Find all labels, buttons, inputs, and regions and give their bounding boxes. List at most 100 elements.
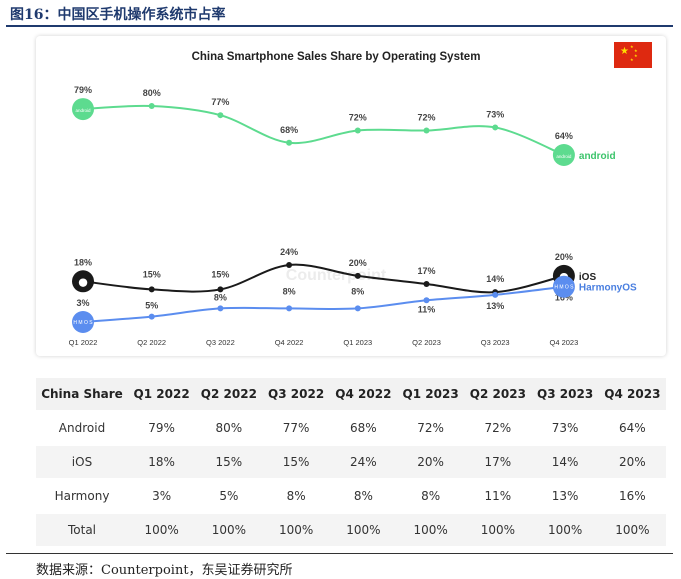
os-share-line-chart: China Smartphone Sales Share by Operatin… xyxy=(69,42,652,347)
x-tick-label: Q2 2023 xyxy=(412,338,441,347)
harmony-data-label: 13% xyxy=(486,301,504,311)
harmony-series-line xyxy=(82,285,565,323)
table-row: Total 100% 100% 100% 100% 100% 100% 100% 100% xyxy=(36,513,666,548)
table-cell: 100% xyxy=(397,513,465,548)
table-row: Harmony 3% 5% 8% 8% 8% 11% 13% 16% xyxy=(36,479,666,514)
table-row: Android 79% 80% 77% 68% 72% 72% 73% 64% xyxy=(36,411,666,446)
table-column-header: Q4 2022 xyxy=(329,378,397,412)
x-tick-label: Q1 2022 xyxy=(69,338,98,347)
apple-badge-icon xyxy=(72,270,94,293)
table-row-label: Harmony xyxy=(36,479,128,514)
table-column-header: Q4 2023 xyxy=(598,378,666,412)
ios-data-label: 18% xyxy=(74,257,92,267)
harmony-data-point xyxy=(286,305,293,312)
table-cell: 72% xyxy=(397,411,465,446)
x-tick-label: Q3 2023 xyxy=(481,338,510,347)
table-cell: 8% xyxy=(329,479,397,514)
table-column-header: Q1 2022 xyxy=(128,378,196,412)
table-cell: 11% xyxy=(464,479,532,514)
table-column-header: Q3 2022 xyxy=(262,378,330,412)
harmony-end-label: HarmonyOS xyxy=(579,283,637,294)
harmony-data-point xyxy=(148,313,155,320)
figure-title: 图16：中国区手机操作系统市占率 xyxy=(10,7,226,23)
android-data-label: 79% xyxy=(74,85,92,95)
ios-series-line xyxy=(82,263,565,294)
x-tick-label: Q4 2023 xyxy=(550,338,579,347)
android-badge-icon xyxy=(72,98,94,121)
android-data-label: 68% xyxy=(280,125,298,135)
table-header-row: China Share Q1 2022 Q2 2022 Q3 2022 Q4 2022 Q… xyxy=(36,378,666,412)
table-cell: 18% xyxy=(128,445,196,480)
android-data-label: 77% xyxy=(211,97,229,107)
watermark-text: Counterpoint xyxy=(286,267,387,284)
table-cell: 15% xyxy=(262,445,330,480)
ios-data-label: 17% xyxy=(417,266,435,276)
table-cell: 100% xyxy=(262,513,330,548)
table-cell: 14% xyxy=(531,445,599,480)
harmony-data-label: 8% xyxy=(214,292,227,302)
android-end-label: android xyxy=(579,151,616,162)
table-cell: 8% xyxy=(397,479,465,514)
ios-data-point xyxy=(148,286,155,293)
table-cell: 73% xyxy=(531,411,599,446)
table-cell: 13% xyxy=(531,479,599,514)
ios-data-label: 20% xyxy=(349,258,367,268)
table-cell: 77% xyxy=(262,411,330,446)
harmonyos-badge-text: H M O S xyxy=(73,320,93,326)
harmonyos-badge-text: H M O S xyxy=(554,285,574,291)
table-cell: 79% xyxy=(128,411,196,446)
android-data-point xyxy=(217,112,224,119)
android-data-label: 72% xyxy=(417,113,435,123)
table-cell: 100% xyxy=(531,513,599,548)
android-data-point xyxy=(286,139,293,146)
harmonyos-badge-icon xyxy=(552,275,575,298)
table-cell: 68% xyxy=(329,411,397,446)
source-note: 数据来源：Counterpoint，东吴证券研究所 xyxy=(36,563,293,578)
flag-star-icon: ★ xyxy=(634,53,638,58)
table-cell: 64% xyxy=(598,411,666,446)
flag-star-icon: ★ xyxy=(620,46,629,57)
harmony-data-label: 8% xyxy=(283,286,296,296)
android-data-label: 80% xyxy=(143,88,161,98)
table-cell: 72% xyxy=(464,411,532,446)
android-data-label: 72% xyxy=(349,113,367,123)
android-data-label: 64% xyxy=(555,131,573,141)
android-data-point xyxy=(423,127,430,134)
harmony-data-point xyxy=(492,291,499,298)
x-tick-label: Q3 2022 xyxy=(206,338,235,347)
harmony-data-label: 5% xyxy=(145,301,158,311)
table-cell: 3% xyxy=(128,479,196,514)
table-column-header: Q2 2022 xyxy=(195,378,263,412)
ios-data-label: 14% xyxy=(486,274,504,284)
table-cell: 16% xyxy=(598,479,666,514)
android-series-line xyxy=(82,104,565,156)
table-corner-header: China Share xyxy=(36,378,128,412)
android-badge-icon xyxy=(552,144,575,166)
table-cell: 20% xyxy=(598,445,666,480)
harmony-data-point xyxy=(354,305,361,312)
table-cell: 15% xyxy=(195,445,263,480)
ios-data-label: 15% xyxy=(143,269,161,279)
top-rule xyxy=(6,25,673,27)
ios-data-label: 20% xyxy=(555,252,573,262)
flag-star-icon: ★ xyxy=(630,57,634,62)
table-column-header: Q2 2023 xyxy=(464,378,532,412)
chart-title: China Smartphone Sales Share by Operatin… xyxy=(192,51,481,63)
table-cell: 100% xyxy=(464,513,532,548)
android-data-label: 73% xyxy=(486,109,504,119)
harmony-data-label: 11% xyxy=(418,304,436,314)
chart-card: China Smartphone Sales Share by Operatin… xyxy=(36,36,666,356)
ios-data-label: 24% xyxy=(280,247,298,257)
harmony-data-point xyxy=(423,297,430,304)
table-row-label: Total xyxy=(36,513,128,548)
table-cell: 100% xyxy=(128,513,196,548)
ios-data-point xyxy=(286,262,293,268)
table-column-header: Q3 2023 xyxy=(531,378,599,412)
bottom-rule xyxy=(6,553,673,554)
ios-data-point xyxy=(354,272,361,279)
table-cell: 20% xyxy=(397,445,465,480)
share-table: China Share Q1 2022 Q2 2022 Q3 2022 Q4 2022 Q… xyxy=(36,378,666,548)
table-cell: 80% xyxy=(195,411,263,446)
ios-end-label: iOS xyxy=(579,272,597,283)
china-flag xyxy=(614,42,652,68)
